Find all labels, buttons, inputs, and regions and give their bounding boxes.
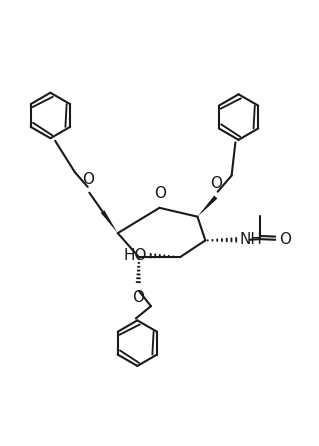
Polygon shape (197, 195, 218, 217)
Text: O: O (82, 172, 94, 187)
Text: O: O (211, 176, 222, 191)
Text: O: O (132, 290, 144, 306)
Text: HO: HO (123, 248, 147, 263)
Text: NH: NH (240, 232, 263, 247)
Text: O: O (279, 231, 291, 247)
Polygon shape (101, 211, 118, 233)
Text: O: O (154, 186, 166, 202)
